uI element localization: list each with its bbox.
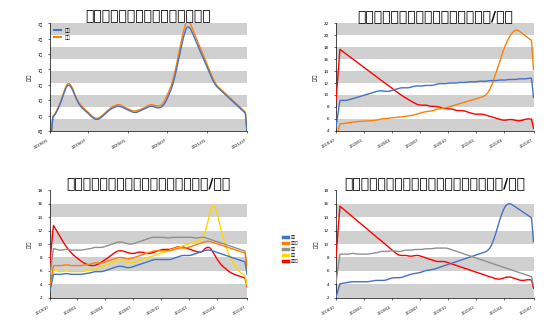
- Title: 图表三：红枣各产区收购价格走势（元/斤）: 图表三：红枣各产区收购价格走势（元/斤）: [66, 176, 230, 190]
- Bar: [50, 23, 247, 35]
- Bar: [50, 231, 247, 244]
- Title: 图表一：郑商所红枣期货价格走势: 图表一：郑商所红枣期货价格走势: [85, 9, 211, 23]
- Bar: [336, 258, 534, 271]
- Bar: [50, 258, 247, 271]
- Bar: [336, 95, 534, 107]
- Bar: [336, 204, 534, 217]
- Bar: [336, 284, 534, 298]
- Y-axis label: 元/斤: 元/斤: [314, 240, 318, 248]
- Legend: 期货, 现货: 期货, 现货: [52, 25, 73, 42]
- Bar: [50, 95, 247, 107]
- Legend: 若羌, 阿克苏, 哈密, 和田, 吐鲁番: 若羌, 阿克苏, 哈密, 和田, 吐鲁番: [281, 234, 300, 265]
- Bar: [336, 119, 534, 131]
- Bar: [336, 71, 534, 83]
- Y-axis label: 元/斤: 元/斤: [27, 240, 32, 248]
- Bar: [336, 231, 534, 244]
- Title: 图表二：新疆红枣现货价格走势（元/斤）: 图表二：新疆红枣现货价格走势（元/斤）: [357, 9, 513, 23]
- Title: 图表四：红枣各销区现货批发价格走势（元/斤）: 图表四：红枣各销区现货批发价格走势（元/斤）: [344, 176, 525, 190]
- Bar: [50, 119, 247, 131]
- Y-axis label: 元/斤: 元/斤: [313, 73, 318, 81]
- Y-axis label: 元/吨: 元/吨: [27, 73, 32, 81]
- Bar: [50, 71, 247, 83]
- Bar: [50, 204, 247, 217]
- Bar: [336, 23, 534, 35]
- Bar: [336, 47, 534, 59]
- Bar: [50, 47, 247, 59]
- Bar: [50, 284, 247, 298]
